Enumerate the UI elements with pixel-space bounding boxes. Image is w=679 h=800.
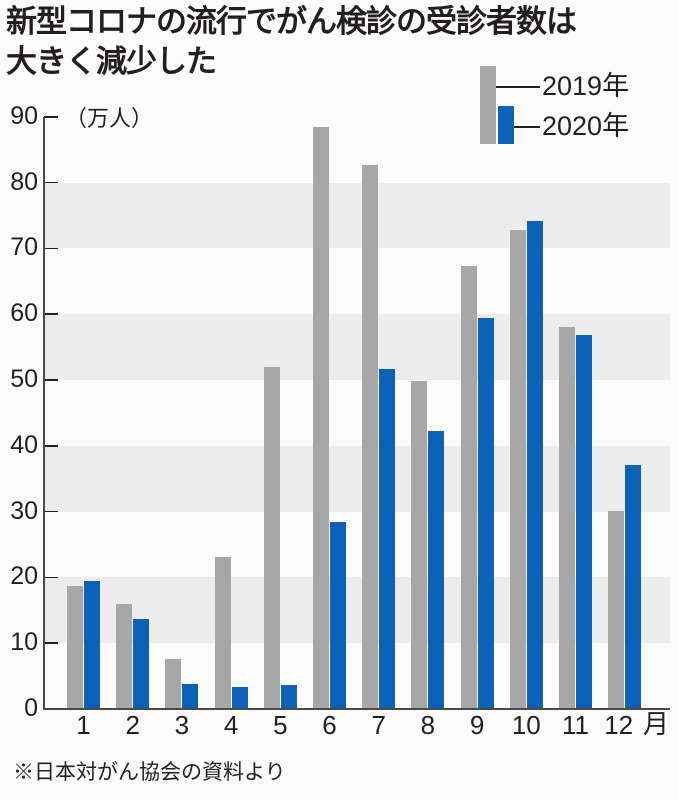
chart-title-line-1: 新型コロナの流行でがん検診の受診者数は bbox=[6, 4, 577, 40]
x-axis-line bbox=[43, 708, 670, 710]
y-axis-unit-label: （万人） bbox=[65, 107, 154, 132]
bar-2019-month-11 bbox=[559, 326, 575, 709]
y-tick-label: 30 bbox=[10, 496, 38, 525]
grid-band bbox=[45, 182, 670, 249]
bar-2019-month-3 bbox=[165, 658, 182, 709]
y-tick-label: 90 bbox=[10, 101, 38, 130]
bar-2019-month-9 bbox=[460, 266, 477, 709]
bar-2019-month-12 bbox=[608, 510, 625, 709]
x-axis-unit-label: 月 bbox=[643, 710, 670, 740]
bar-2020-month-10 bbox=[526, 220, 543, 709]
bar-2020-month-4 bbox=[231, 686, 248, 709]
y-tick-mark bbox=[44, 247, 58, 250]
x-tick-label: 9 bbox=[469, 710, 485, 740]
y-tick-mark bbox=[44, 510, 58, 513]
x-tick-label: 4 bbox=[223, 710, 239, 740]
bar-2019-month-1 bbox=[67, 585, 83, 709]
x-tick-label: 3 bbox=[174, 710, 190, 740]
x-tick-label: 7 bbox=[371, 710, 386, 740]
bar-2019-month-8 bbox=[411, 381, 428, 709]
legend-leader-line-2019 bbox=[496, 86, 540, 88]
bar-2019-month-2 bbox=[116, 603, 133, 709]
legend: 2019年 2020年 bbox=[480, 66, 679, 146]
y-axis-line bbox=[43, 117, 45, 710]
y-tick-mark bbox=[44, 576, 58, 579]
y-tick-label: 60 bbox=[10, 299, 38, 328]
bar-2019-month-4 bbox=[214, 557, 231, 709]
legend-leader-line-2020 bbox=[514, 126, 540, 128]
y-tick-label: 70 bbox=[10, 233, 38, 262]
chart-title: 新型コロナの流行でがん検診の受診者数は 大きく減少した bbox=[6, 2, 676, 82]
source-note: ※日本対がん協会の資料より bbox=[13, 760, 286, 784]
y-tick-mark bbox=[44, 642, 58, 644]
legend-swatch-2020 bbox=[498, 106, 514, 144]
x-tick-label: 1 bbox=[76, 710, 91, 740]
y-tick-label: 0 bbox=[24, 694, 38, 722]
legend-label-2019: 2019年 bbox=[542, 71, 630, 101]
bar-2020-month-6 bbox=[330, 522, 346, 709]
bar-2019-month-10 bbox=[509, 229, 526, 709]
bar-2020-month-12 bbox=[625, 464, 642, 709]
x-tick-label: 6 bbox=[322, 710, 337, 740]
legend-swatch-2019 bbox=[480, 66, 496, 144]
bar-2020-month-2 bbox=[133, 618, 150, 709]
x-tick-label: 5 bbox=[273, 710, 288, 740]
bar-2020-month-3 bbox=[182, 683, 199, 709]
x-tick-label: 2 bbox=[125, 710, 140, 740]
y-tick-label: 10 bbox=[10, 628, 38, 657]
bar-2020-month-9 bbox=[477, 318, 494, 709]
bar-2020-month-7 bbox=[379, 369, 396, 709]
x-tick-label: 11 bbox=[562, 710, 589, 740]
x-tick-label: 10 bbox=[511, 710, 541, 740]
y-tick-label: 80 bbox=[10, 167, 38, 196]
y-tick-mark bbox=[44, 181, 58, 184]
bar-2020-month-11 bbox=[576, 335, 592, 709]
bar-2019-month-6 bbox=[313, 127, 329, 709]
y-tick-label: 20 bbox=[10, 562, 38, 591]
y-tick-mark bbox=[44, 445, 58, 447]
x-tick-label: 8 bbox=[420, 710, 436, 740]
bar-2020-month-1 bbox=[84, 580, 100, 709]
y-tick-mark bbox=[44, 116, 58, 118]
bar-2019-month-7 bbox=[362, 164, 379, 709]
bar-2019-month-5 bbox=[263, 366, 280, 709]
y-tick-mark bbox=[44, 313, 58, 315]
legend-label-2020: 2020年 bbox=[542, 111, 630, 141]
chart-title-line-2: 大きく減少した bbox=[6, 44, 217, 80]
y-tick-label: 40 bbox=[10, 430, 38, 459]
bar-2020-month-8 bbox=[428, 431, 445, 709]
y-tick-label: 50 bbox=[10, 365, 38, 393]
y-tick-mark bbox=[44, 379, 58, 381]
x-tick-label: 12 bbox=[604, 710, 634, 740]
bar-2020-month-5 bbox=[280, 684, 297, 709]
